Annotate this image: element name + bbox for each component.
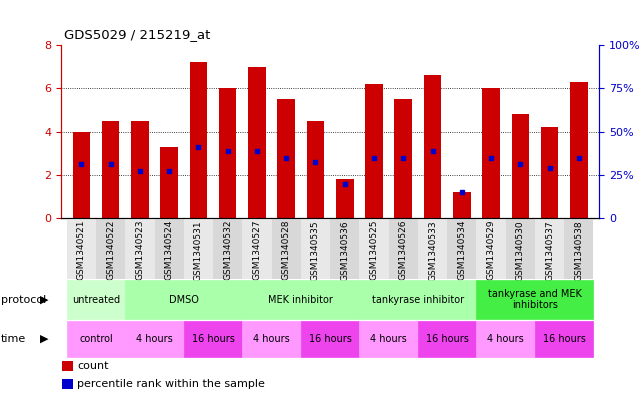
- Text: time: time: [1, 334, 26, 344]
- Text: GSM1340536: GSM1340536: [340, 220, 349, 281]
- Text: DMSO: DMSO: [169, 295, 199, 305]
- Bar: [388, 218, 418, 279]
- Bar: [272, 218, 301, 279]
- Text: 4 hours: 4 hours: [487, 334, 524, 344]
- Bar: [541, 127, 558, 218]
- Bar: [394, 99, 412, 218]
- Bar: [330, 218, 360, 279]
- Bar: [242, 218, 272, 279]
- Text: GSM1340524: GSM1340524: [165, 220, 174, 280]
- Text: GSM1340534: GSM1340534: [457, 220, 466, 281]
- Bar: [62, 379, 73, 389]
- Bar: [67, 280, 125, 320]
- Text: GSM1340531: GSM1340531: [194, 220, 203, 281]
- Bar: [535, 218, 564, 279]
- Bar: [125, 218, 154, 279]
- Text: GSM1340532: GSM1340532: [223, 220, 232, 281]
- Text: 4 hours: 4 hours: [370, 334, 407, 344]
- Text: GDS5029 / 215219_at: GDS5029 / 215219_at: [64, 28, 210, 41]
- Bar: [512, 114, 529, 218]
- Bar: [67, 218, 96, 279]
- Bar: [365, 84, 383, 218]
- Text: 16 hours: 16 hours: [426, 334, 469, 344]
- Bar: [535, 321, 594, 357]
- Bar: [248, 67, 266, 218]
- Bar: [67, 321, 125, 357]
- Bar: [301, 218, 330, 279]
- Text: MEK inhibitor: MEK inhibitor: [269, 295, 333, 305]
- Bar: [190, 62, 207, 218]
- Bar: [278, 99, 295, 218]
- Text: 4 hours: 4 hours: [136, 334, 173, 344]
- Text: GSM1340528: GSM1340528: [282, 220, 291, 281]
- Bar: [418, 321, 476, 357]
- Text: control: control: [79, 334, 113, 344]
- Text: GSM1340525: GSM1340525: [369, 220, 378, 281]
- Bar: [125, 280, 242, 320]
- Bar: [125, 321, 184, 357]
- Text: 16 hours: 16 hours: [543, 334, 586, 344]
- Text: GSM1340529: GSM1340529: [487, 220, 495, 281]
- Text: GSM1340538: GSM1340538: [574, 220, 583, 281]
- Text: ▶: ▶: [40, 295, 48, 305]
- Bar: [447, 218, 476, 279]
- Text: 16 hours: 16 hours: [192, 334, 235, 344]
- Bar: [301, 321, 360, 357]
- Bar: [219, 88, 237, 218]
- Bar: [242, 321, 301, 357]
- Bar: [360, 218, 388, 279]
- Bar: [154, 218, 184, 279]
- Text: percentile rank within the sample: percentile rank within the sample: [77, 379, 265, 389]
- Bar: [96, 218, 125, 279]
- Bar: [476, 218, 506, 279]
- Bar: [62, 361, 73, 371]
- Text: GSM1340521: GSM1340521: [77, 220, 86, 281]
- Bar: [160, 147, 178, 218]
- Bar: [418, 218, 447, 279]
- Bar: [213, 218, 242, 279]
- Text: count: count: [77, 361, 108, 371]
- Bar: [476, 321, 535, 357]
- Bar: [184, 218, 213, 279]
- Bar: [306, 121, 324, 218]
- Text: untreated: untreated: [72, 295, 120, 305]
- Bar: [482, 88, 500, 218]
- Text: ▶: ▶: [40, 334, 48, 344]
- Text: GSM1340533: GSM1340533: [428, 220, 437, 281]
- Text: GSM1340527: GSM1340527: [253, 220, 262, 281]
- Text: GSM1340535: GSM1340535: [311, 220, 320, 281]
- Text: GSM1340523: GSM1340523: [135, 220, 144, 281]
- Bar: [72, 132, 90, 218]
- Text: tankyrase and MEK
inhibitors: tankyrase and MEK inhibitors: [488, 289, 582, 310]
- Bar: [360, 321, 418, 357]
- Bar: [570, 82, 588, 218]
- Bar: [424, 75, 441, 218]
- Bar: [102, 121, 119, 218]
- Bar: [506, 218, 535, 279]
- Text: 16 hours: 16 hours: [309, 334, 351, 344]
- Bar: [453, 192, 470, 218]
- Bar: [131, 121, 149, 218]
- Text: tankyrase inhibitor: tankyrase inhibitor: [372, 295, 464, 305]
- Bar: [242, 280, 360, 320]
- Text: GSM1340522: GSM1340522: [106, 220, 115, 280]
- Text: 4 hours: 4 hours: [253, 334, 290, 344]
- Bar: [564, 218, 594, 279]
- Bar: [336, 179, 354, 218]
- Bar: [476, 280, 594, 320]
- Bar: [184, 321, 242, 357]
- Text: GSM1340526: GSM1340526: [399, 220, 408, 281]
- Bar: [360, 280, 476, 320]
- Text: protocol: protocol: [1, 295, 46, 305]
- Text: GSM1340530: GSM1340530: [516, 220, 525, 281]
- Text: GSM1340537: GSM1340537: [545, 220, 554, 281]
